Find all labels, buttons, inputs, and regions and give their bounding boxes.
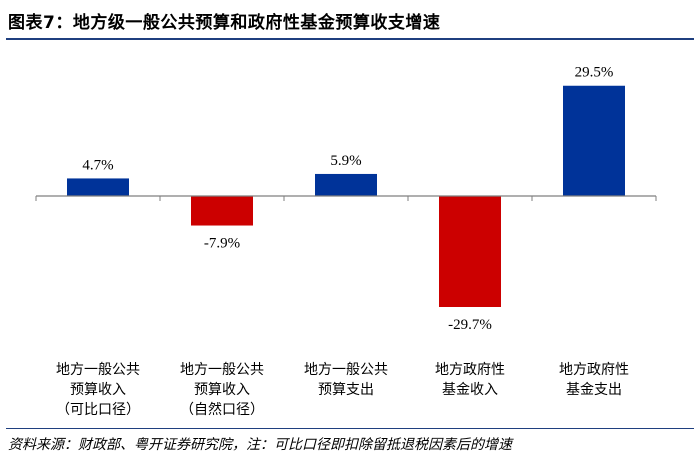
category-label-2-line-1: 地方一般公共	[180, 362, 264, 378]
bar-4	[439, 196, 501, 307]
source-note: 资料来源：财政部、粤开证券研究院，注：可比口径即扣除留抵退税因素后的增速	[8, 437, 512, 453]
category-label-5-line-2: 基金支出	[566, 381, 622, 398]
value-label-5: 29.5%	[575, 65, 614, 81]
bar-1	[67, 178, 129, 196]
category-label-4-line-2: 基金收入	[442, 381, 498, 398]
category-label-4-line-1: 地方政府性	[435, 362, 505, 378]
labels-layer: 4.7% -7.9% 5.9% -29.7% 29.5%	[82, 65, 613, 333]
value-label-1: 4.7%	[82, 157, 113, 173]
bar-5	[563, 85, 625, 196]
category-label-2-line-2: 预算收入	[194, 382, 250, 398]
category-label-1-line-1: 地方一般公共	[56, 362, 140, 378]
category-labels-layer: 地方一般公共预算收入（可比口径）地方一般公共预算收入（自然口径）地方一般公共预算…	[56, 362, 629, 418]
bar-3	[315, 173, 377, 196]
bar-2	[191, 196, 253, 226]
category-label-3-line-2: 预算支出	[318, 382, 374, 398]
axis-layer	[35, 195, 657, 201]
title-rule	[6, 38, 694, 40]
value-label-3: 5.9%	[330, 153, 361, 169]
bars-layer	[67, 85, 625, 307]
source-rule	[6, 428, 694, 429]
value-label-4: -29.7%	[448, 317, 492, 333]
category-label-3-line-1: 地方一般公共	[304, 362, 388, 378]
category-label-2-line-3: （自然口径）	[180, 401, 264, 418]
value-label-2: -7.9%	[204, 236, 240, 252]
chart-title: 图表7：地方级一般公共预算和政府性基金预算收支增速	[8, 13, 441, 33]
category-label-1-line-3: （可比口径）	[56, 402, 140, 418]
category-label-1-line-2: 预算收入	[70, 382, 126, 398]
category-label-5-line-1: 地方政府性	[559, 362, 629, 378]
